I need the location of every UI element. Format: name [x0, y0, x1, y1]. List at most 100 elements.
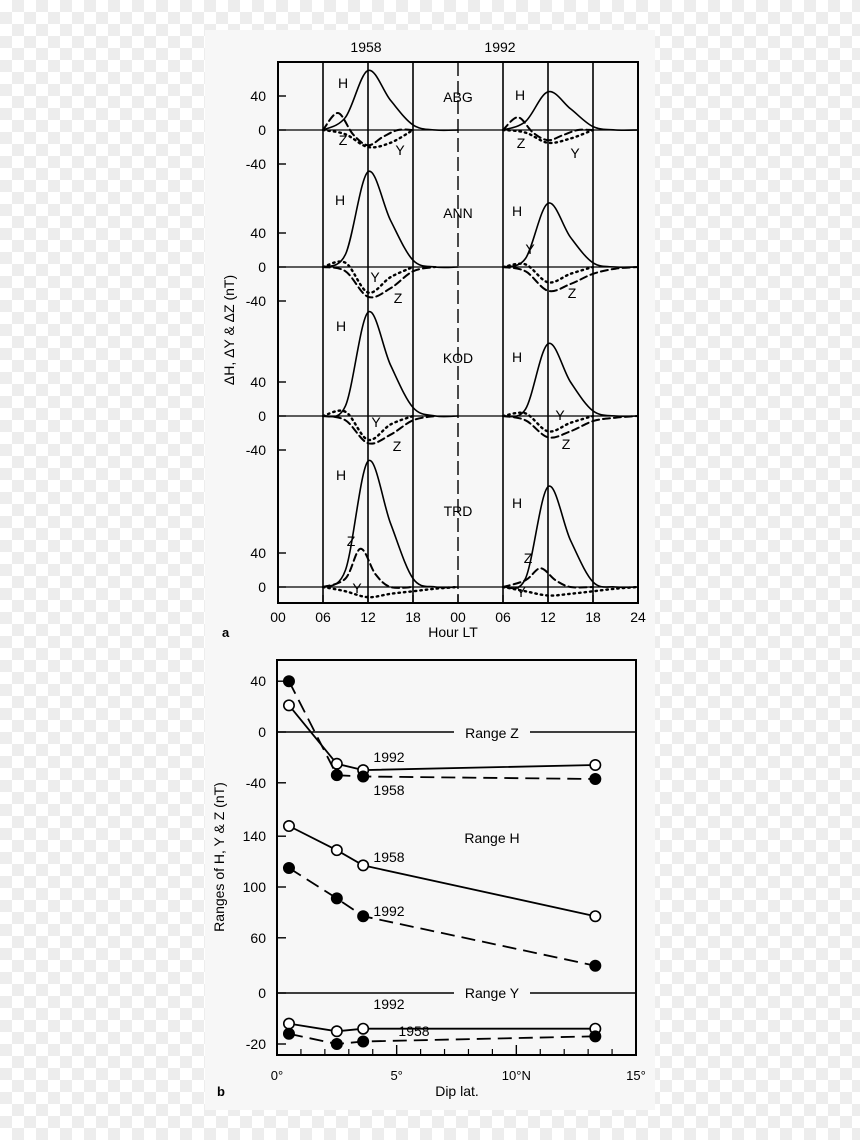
data-point [282, 699, 295, 712]
data-point [330, 844, 343, 857]
y-tick-label: -40 [246, 775, 266, 791]
data-point [357, 770, 370, 783]
data-point [589, 910, 602, 923]
x-tick-label: 00 [450, 609, 466, 625]
curve-label: H [512, 203, 522, 219]
group-label: Range Y [465, 985, 520, 1001]
group-range-h: Range H 140 100 60 1958 1992 [243, 820, 602, 972]
y-tick-label: 0 [258, 408, 266, 424]
y-tick-label: 0 [258, 259, 266, 275]
y-axis-title: ΔH, ΔY & ΔZ (nT) [221, 275, 237, 385]
curve-label: Z [394, 290, 403, 306]
data-point [330, 769, 343, 782]
series-h-1958 [322, 69, 459, 132]
series-z-1992 [502, 567, 594, 589]
series-y-1992 [501, 585, 640, 597]
y-tick-label: -20 [246, 1036, 266, 1052]
series-z-1958 [322, 415, 437, 445]
data-point [330, 1025, 343, 1038]
y-tick-label: 40 [250, 374, 266, 390]
curve-label: Z [562, 436, 571, 452]
series-h-1958 [322, 459, 459, 589]
group-label: Range Z [465, 725, 519, 741]
series-line-1958 [288, 1032, 596, 1045]
y-tick-label: 100 [243, 879, 267, 895]
x-tick-label: 0° [271, 1068, 283, 1083]
y-tick-label: 40 [250, 673, 266, 689]
series-line-1992 [288, 704, 596, 772]
panel-b-frame [276, 659, 637, 1056]
series-line-1958 [288, 825, 596, 918]
series-y-1958 [321, 409, 415, 442]
x-tick-label: 18 [585, 609, 601, 625]
data-point [357, 1022, 370, 1035]
curve-label: Y [371, 414, 381, 430]
series-h-1992 [502, 485, 639, 590]
x-axis-title: Hour LT [428, 624, 478, 640]
data-point [589, 1030, 602, 1043]
x-tick-label: 12 [540, 609, 556, 625]
series-h-1992 [502, 202, 639, 269]
x-axis-title: Dip lat. [435, 1083, 479, 1099]
curve-label: Z [524, 550, 533, 566]
series-z-1992 [502, 116, 594, 142]
series-label: 1992 [373, 996, 404, 1012]
panel-label: b [217, 1084, 225, 1099]
station-trd: 40 0 TRD H Z Y H Z Y [250, 459, 640, 600]
y-tick-label: 0 [258, 579, 266, 595]
series-y-1958 [321, 128, 415, 149]
series-z-1958 [322, 266, 437, 299]
x-tick-label: 5° [390, 1068, 402, 1083]
group-range-y: Range Y 0 -20 1992 1958 [246, 985, 636, 1052]
station-label: TRD [444, 503, 473, 519]
series-z-1992 [502, 415, 639, 439]
group-label: Range H [464, 830, 519, 846]
curve-label: Y [570, 145, 580, 161]
x-tick-label: 10°N [502, 1068, 531, 1083]
data-point [357, 859, 370, 872]
series-y-1992 [501, 411, 595, 433]
curve-label: Y [525, 241, 535, 257]
x-tick-label: 06 [495, 609, 511, 625]
data-point [589, 759, 602, 772]
curve-label: H [336, 318, 346, 334]
series-line-1992 [288, 867, 596, 967]
x-tick-label: 24 [630, 609, 646, 625]
series-z-1958 [322, 547, 414, 589]
data-point [282, 675, 295, 688]
curve-label: Z [393, 438, 402, 454]
curve-label: Y [555, 407, 565, 423]
series-z-1992 [502, 266, 639, 293]
data-point [589, 772, 602, 785]
curve-label: H [512, 495, 522, 511]
curve-label: Y [352, 580, 362, 596]
series-line-1958 [288, 680, 596, 780]
y-tick-label: 0 [258, 985, 266, 1001]
station-abg: 40 0 -40 ABG H Z Y H Z Y [246, 69, 639, 172]
station-label: KOD [443, 350, 473, 366]
panel-b: 0° 5° 10°N 15° Dip lat. b Ranges of H, Y & Z (… [211, 659, 646, 1099]
series-y-1958 [321, 260, 415, 294]
series-label: 1958 [373, 782, 404, 798]
data-point [282, 861, 295, 874]
y-tick-label: 40 [250, 225, 266, 241]
series-y-1992 [501, 128, 595, 145]
curve-label: H [336, 467, 346, 483]
x-tick-label: 00 [270, 609, 286, 625]
x-tick-label: 12 [360, 609, 376, 625]
y-tick-label: 60 [250, 930, 266, 946]
y-tick-label: 0 [258, 122, 266, 138]
curve-label: H [338, 75, 348, 91]
curve-label: Z [517, 135, 526, 151]
curve-label: Z [347, 533, 356, 549]
series-label: 1992 [373, 903, 404, 919]
data-point [282, 1027, 295, 1040]
curve-label: Y [370, 269, 380, 285]
data-point [330, 1038, 343, 1051]
curve-label: Z [568, 285, 577, 301]
curve-label: Z [339, 132, 348, 148]
data-point [357, 1035, 370, 1048]
